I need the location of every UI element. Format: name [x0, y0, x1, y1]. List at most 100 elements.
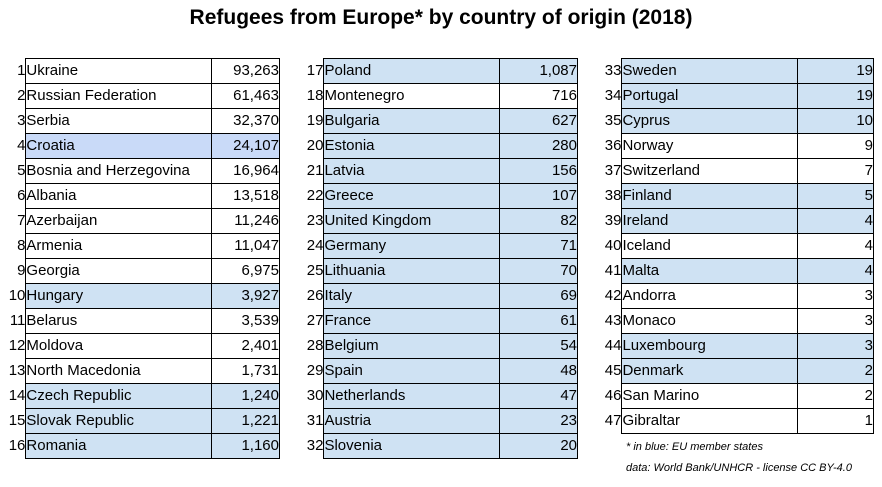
table-row: 26 Italy 69 — [300, 283, 578, 309]
table-row: 29 Spain 48 — [300, 358, 578, 384]
value-cell: 2 — [797, 383, 874, 409]
rank-cell: 3 — [17, 112, 26, 129]
country-cell: Finland — [621, 183, 799, 209]
table-row: 45 Denmark 2 — [598, 358, 874, 384]
value-cell: 20 — [499, 433, 578, 459]
rank-cell: 31 — [306, 412, 324, 429]
rank-cell: 21 — [306, 162, 324, 179]
value-cell: 1,240 — [211, 383, 280, 409]
value-cell: 3 — [797, 283, 874, 309]
rank-cell: 28 — [306, 337, 324, 354]
country-cell: Croatia — [25, 133, 213, 159]
table-row: 21 Latvia 156 — [300, 158, 578, 184]
value-cell: 61,463 — [211, 83, 280, 109]
rank-cell: 29 — [306, 362, 324, 379]
country-cell: Portugal — [621, 83, 799, 109]
value-cell: 4 — [797, 233, 874, 259]
rank-cell: 41 — [604, 262, 622, 279]
country-cell: Azerbaijan — [25, 208, 213, 234]
country-cell: Luxembourg — [621, 333, 799, 359]
country-cell: Denmark — [621, 358, 799, 384]
value-cell: 2,401 — [211, 333, 280, 359]
country-cell: United Kingdom — [323, 208, 501, 234]
table-row: 11 Belarus 3,539 — [0, 308, 280, 334]
value-cell: 9 — [797, 133, 874, 159]
table-row: 22 Greece 107 — [300, 183, 578, 209]
table-row: 17 Poland 1,087 — [300, 58, 578, 84]
country-cell: Sweden — [621, 58, 799, 84]
table-row: 40 Iceland 4 — [598, 233, 874, 259]
table-row: 23 United Kingdom 82 — [300, 208, 578, 234]
rank-cell: 20 — [306, 137, 324, 154]
value-cell: 3,539 — [211, 308, 280, 334]
rank-cell: 32 — [306, 437, 324, 454]
rank-cell: 23 — [306, 212, 324, 229]
value-cell: 70 — [499, 258, 578, 284]
table-row: 16 Romania 1,160 — [0, 433, 280, 459]
country-cell: Greece — [323, 183, 501, 209]
value-cell: 48 — [499, 358, 578, 384]
table-column-2: 17 Poland 1,087 18 Montenegro 716 19 Bulgaria 62… — [300, 58, 578, 459]
country-cell: Bulgaria — [323, 108, 501, 134]
table-row: 13 North Macedonia 1,731 — [0, 358, 280, 384]
rank-cell: 14 — [8, 387, 26, 404]
table-row: 39 Ireland 4 — [598, 208, 874, 234]
value-cell: 82 — [499, 208, 578, 234]
country-cell: Georgia — [25, 258, 213, 284]
table-row: 33 Sweden 19 — [598, 58, 874, 84]
table-row: 41 Malta 4 — [598, 258, 874, 284]
rank-cell: 38 — [604, 187, 622, 204]
table-row: 42 Andorra 3 — [598, 283, 874, 309]
rank-cell: 24 — [306, 237, 324, 254]
value-cell: 3 — [797, 308, 874, 334]
value-cell: 3,927 — [211, 283, 280, 309]
country-cell: San Marino — [621, 383, 799, 409]
value-cell: 3 — [797, 333, 874, 359]
value-cell: 10 — [797, 108, 874, 134]
value-cell: 7 — [797, 158, 874, 184]
table-row: 31 Austria 23 — [300, 408, 578, 434]
rank-cell: 7 — [17, 212, 26, 229]
table-row: 7 Azerbaijan 11,246 — [0, 208, 280, 234]
eu-footnote: * in blue: EU member states — [626, 441, 763, 453]
value-cell: 1 — [797, 408, 874, 434]
country-cell: Montenegro — [323, 83, 501, 109]
country-cell: Netherlands — [323, 383, 501, 409]
value-cell: 107 — [499, 183, 578, 209]
rank-cell: 13 — [8, 362, 26, 379]
value-cell: 11,246 — [211, 208, 280, 234]
chart-title: Refugees from Europe* by country of orig… — [189, 6, 693, 29]
table-row: 25 Lithuania 70 — [300, 258, 578, 284]
value-cell: 54 — [499, 333, 578, 359]
country-cell: Italy — [323, 283, 501, 309]
table-row: 14 Czech Republic 1,240 — [0, 383, 280, 409]
value-cell: 627 — [499, 108, 578, 134]
rank-cell: 42 — [604, 287, 622, 304]
value-cell: 156 — [499, 158, 578, 184]
value-cell: 32,370 — [211, 108, 280, 134]
rank-cell: 2 — [17, 87, 26, 104]
rank-cell: 40 — [604, 237, 622, 254]
country-cell: Belgium — [323, 333, 501, 359]
value-cell: 71 — [499, 233, 578, 259]
value-cell: 19 — [797, 83, 874, 109]
rank-cell: 11 — [9, 312, 26, 329]
table-row: 2 Russian Federation 61,463 — [0, 83, 280, 109]
table-row: 35 Cyprus 10 — [598, 108, 874, 134]
rank-cell: 45 — [604, 362, 622, 379]
country-cell: Russian Federation — [25, 83, 213, 109]
table-row: 1 Ukraine 93,263 — [0, 58, 280, 84]
rank-cell: 12 — [8, 337, 26, 354]
value-cell: 47 — [499, 383, 578, 409]
country-cell: Bosnia and Herzegovina — [25, 158, 213, 184]
country-cell: Gibraltar — [621, 408, 799, 434]
rank-cell: 16 — [8, 437, 26, 454]
table-row: 15 Slovak Republic 1,221 — [0, 408, 280, 434]
table-row: 8 Armenia 11,047 — [0, 233, 280, 259]
country-cell: Ukraine — [25, 58, 213, 84]
table-row: 3 Serbia 32,370 — [0, 108, 280, 134]
table-row: 9 Georgia 6,975 — [0, 258, 280, 284]
country-cell: Ireland — [621, 208, 799, 234]
value-cell: 23 — [499, 408, 578, 434]
rank-cell: 5 — [17, 162, 26, 179]
